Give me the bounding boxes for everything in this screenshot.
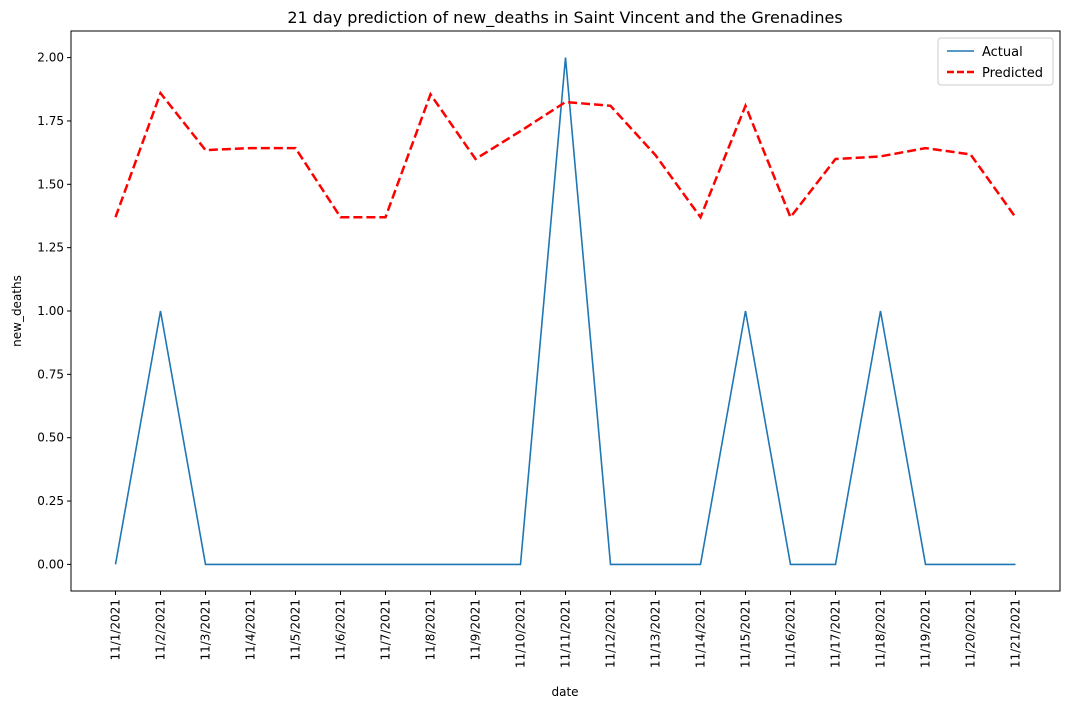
x-tick-label: 11/7/2021 [379, 599, 393, 661]
x-tick-label: 11/9/2021 [469, 599, 483, 661]
y-tick-label: 1.25 [37, 241, 64, 255]
y-tick-label: 2.00 [37, 51, 64, 65]
legend-label-actual: Actual [982, 45, 1023, 60]
x-tick-label: 11/17/2021 [829, 599, 843, 668]
x-axis-label: date [551, 685, 578, 699]
x-tick-label: 11/19/2021 [919, 599, 933, 668]
legend: Actual Predicted [937, 37, 1054, 86]
x-tick-label: 11/4/2021 [244, 599, 258, 661]
x-tick-label: 11/2/2021 [154, 599, 168, 661]
plot-area [70, 30, 1061, 592]
x-tick-label: 11/11/2021 [559, 599, 573, 668]
series-line-predicted [114, 90, 1017, 220]
y-axis-label: new_deaths [10, 275, 24, 347]
y-axis: 0.00 0.25 0.50 0.75 1.00 1.25 1.50 1.75 2.00 [37, 51, 71, 571]
x-tick-label: 11/13/2021 [649, 599, 663, 668]
x-tick-label: 11/15/2021 [739, 599, 753, 668]
legend-box [937, 37, 1054, 86]
x-tick-label: 11/5/2021 [289, 599, 303, 661]
x-tick-label: 11/3/2021 [199, 599, 213, 661]
chart-title: 21 day prediction of new_deaths in Saint… [287, 8, 842, 28]
y-tick-label: 0.25 [37, 494, 64, 508]
x-tick-label: 11/18/2021 [874, 599, 888, 668]
y-tick-label: 1.75 [37, 114, 64, 128]
y-tick-label: 1.00 [37, 304, 64, 318]
legend-label-predicted: Predicted [982, 66, 1043, 81]
series-line-actual [114, 57, 1016, 566]
y-tick-label: 1.50 [37, 177, 64, 191]
x-tick-label: 11/20/2021 [964, 599, 978, 668]
x-tick-label: 11/16/2021 [784, 599, 798, 668]
x-tick-label: 11/12/2021 [604, 599, 618, 668]
x-tick-label: 11/21/2021 [1009, 599, 1023, 668]
x-tick-label: 11/10/2021 [514, 599, 528, 668]
x-tick-label: 11/8/2021 [424, 599, 438, 661]
y-tick-label: 0.00 [37, 557, 64, 571]
x-tick-label: 11/1/2021 [109, 599, 123, 661]
x-tick-label: 11/6/2021 [334, 599, 348, 661]
y-tick-label: 0.50 [37, 431, 64, 445]
x-axis: 11/1/2021 11/2/2021 11/3/2021 11/4/2021 11/5… [109, 591, 1023, 668]
x-tick-label: 11/14/2021 [694, 599, 708, 668]
y-tick-label: 0.75 [37, 367, 64, 381]
series-layer [114, 57, 1017, 566]
